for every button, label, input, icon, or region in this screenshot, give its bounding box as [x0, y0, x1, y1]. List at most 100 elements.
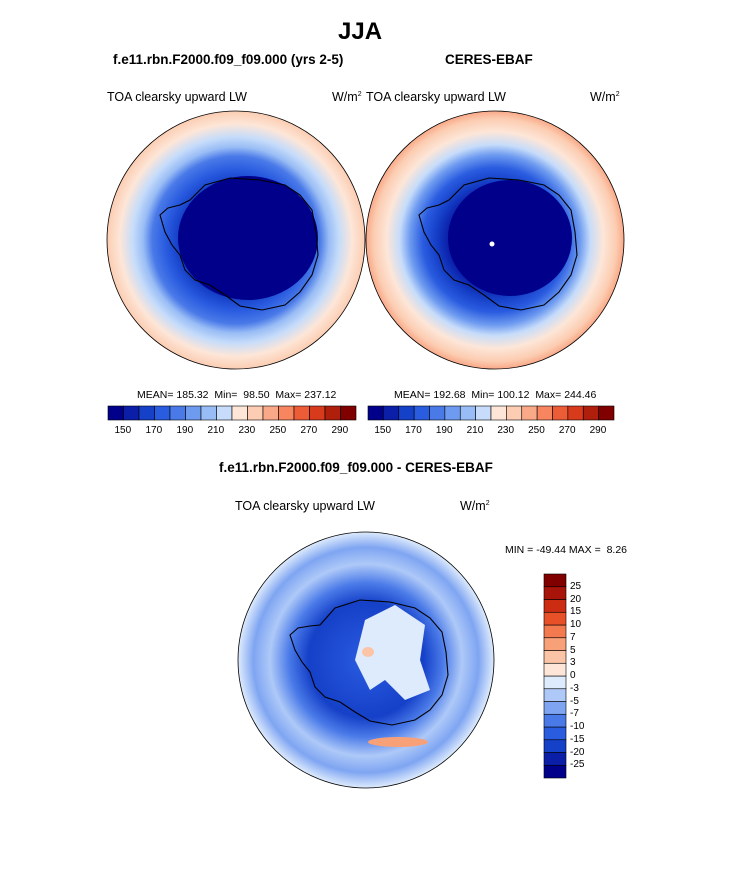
- colorbar-tick-label: 190: [176, 425, 194, 436]
- colorbar-tick-label: -3: [570, 682, 579, 694]
- units-base: W/m: [332, 90, 358, 104]
- right-variable-label: TOA clearsky upward LW: [366, 90, 506, 104]
- colorbar-tick-label: 170: [145, 425, 163, 436]
- mean-value: 185.32: [176, 389, 209, 401]
- colorbar-box: [444, 405, 461, 421]
- colorbar-box: [598, 405, 615, 421]
- units-exp: 2: [485, 499, 490, 507]
- colorbar-box: [231, 405, 248, 421]
- colorbar-box: [567, 405, 584, 421]
- diff-map: [238, 532, 494, 788]
- colorbar-box: [340, 405, 357, 421]
- colorbar-box: [552, 405, 569, 421]
- colorbar-box: [324, 405, 341, 421]
- colorbar-box: [200, 405, 217, 421]
- obs-colorbar: [367, 405, 615, 421]
- diff-colorbar: [543, 573, 567, 779]
- colorbar-tick-label: -7: [570, 708, 579, 720]
- diff-positive-band: [368, 737, 428, 747]
- colorbar-tick-label: 190: [435, 425, 453, 436]
- colorbar-box: [309, 405, 326, 421]
- obs-coastline: [418, 177, 578, 311]
- colorbar-box: [582, 405, 599, 421]
- colorbar-box: [543, 573, 567, 588]
- colorbar-tick-label: -10: [570, 721, 585, 732]
- colorbar-box: [185, 405, 202, 421]
- colorbar-box: [521, 405, 538, 421]
- colorbar-box: [543, 701, 567, 715]
- colorbar-tick-label: 250: [269, 425, 287, 436]
- colorbar-box: [543, 726, 567, 741]
- colorbar-tick-label: 20: [570, 593, 582, 605]
- units-base: W/m: [590, 90, 616, 104]
- obs-ice-interior: [448, 180, 572, 296]
- units-base: W/m: [460, 499, 486, 513]
- colorbar-tick-label: 7: [570, 631, 576, 643]
- colorbar-box: [262, 405, 279, 421]
- colorbar-box: [543, 650, 567, 664]
- colorbar-box: [543, 739, 567, 753]
- colorbar-box: [216, 405, 233, 421]
- colorbar-tick-label: 150: [114, 425, 132, 436]
- mean-label: MEAN=: [394, 389, 431, 401]
- colorbar-box: [398, 405, 415, 421]
- colorbar-tick-label: 230: [497, 425, 515, 436]
- colorbar-tick-label: 290: [331, 425, 349, 436]
- diff-variable-label: TOA clearsky upward LW: [235, 499, 375, 513]
- colorbar-tick-label: -15: [570, 733, 585, 745]
- min-value: 100.12: [497, 389, 530, 401]
- colorbar-box: [543, 688, 567, 702]
- colorbar-tick-label: 5: [570, 644, 576, 656]
- obs-map: [366, 111, 624, 369]
- left-panel-title: f.e11.rbn.F2000.f09_f09.000 (yrs 2-5): [113, 52, 344, 67]
- obs-pole-marker: [489, 241, 495, 247]
- colorbar-box: [247, 405, 264, 421]
- colorbar-tick-label: -25: [570, 759, 585, 771]
- colorbar-box: [278, 405, 295, 421]
- colorbar-box: [543, 764, 567, 779]
- model-ice-interior: [178, 176, 318, 300]
- colorbar-box: [459, 405, 476, 421]
- colorbar-box: [543, 637, 567, 651]
- colorbar-box: [107, 405, 124, 421]
- colorbar-box: [536, 405, 553, 421]
- colorbar-box: [383, 405, 400, 421]
- left-units-label: W/m2: [332, 90, 362, 104]
- diff-units-label: W/m2: [460, 499, 490, 513]
- max-label: Max=: [275, 389, 302, 401]
- diff-coastline: [289, 599, 449, 726]
- colorbar-tick-label: 270: [300, 425, 318, 436]
- colorbar-box: [543, 599, 567, 613]
- colorbar-tick-label: -5: [570, 695, 579, 707]
- colorbar-box: [543, 752, 567, 766]
- colorbar-box: [429, 405, 446, 421]
- colorbar-tick-label: -20: [570, 746, 585, 758]
- diff-panel-title: f.e11.rbn.F2000.f09_f09.000 - CERES-EBAF: [219, 460, 493, 475]
- max-label: Max=: [535, 389, 562, 401]
- colorbar-tick-label: 3: [570, 657, 576, 669]
- units-exp: 2: [615, 90, 620, 98]
- colorbar-box: [367, 405, 384, 421]
- colorbar-box: [543, 624, 567, 639]
- colorbar-box: [293, 405, 310, 421]
- right-panel-title: CERES-EBAF: [445, 52, 533, 67]
- min-value: -49.44: [536, 544, 566, 556]
- min-label: Min=: [471, 389, 495, 401]
- colorbar-box: [543, 662, 567, 677]
- model-map-border: [106, 110, 366, 370]
- diff-near-zero-region: [355, 605, 430, 700]
- units-exp: 2: [357, 90, 362, 98]
- colorbar-box: [123, 405, 140, 421]
- colorbar-tick-label: 210: [466, 425, 484, 436]
- max-value: 237.12: [304, 389, 337, 401]
- colorbar-box: [543, 611, 567, 626]
- colorbar-tick-label: 25: [570, 580, 582, 592]
- colorbar-box: [543, 713, 567, 728]
- mean-value: 192.68: [433, 389, 466, 401]
- colorbar-tick-label: 170: [405, 425, 422, 436]
- max-value: 8.26: [606, 544, 628, 556]
- colorbar-tick-label: 290: [589, 425, 607, 436]
- min-label: Min=: [214, 389, 238, 401]
- colorbar-tick-label: 250: [528, 425, 545, 436]
